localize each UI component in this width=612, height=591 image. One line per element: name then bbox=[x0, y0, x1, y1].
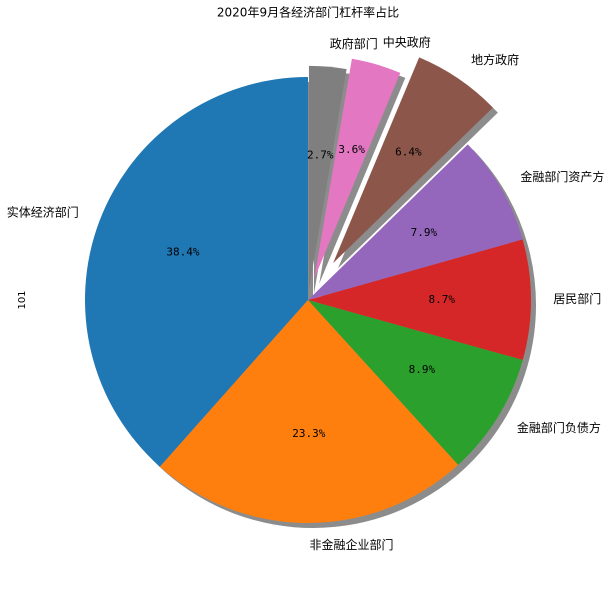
percent-label: 38.4% bbox=[166, 245, 199, 258]
y-axis-label: 101 bbox=[17, 290, 28, 309]
slice-label: 实体经济部门 bbox=[7, 204, 79, 219]
wedge bbox=[308, 65, 347, 289]
wedge bbox=[308, 300, 523, 465]
percent-label: 8.7% bbox=[429, 293, 456, 306]
wedge bbox=[308, 144, 523, 300]
percent-label: 23.3% bbox=[292, 427, 325, 440]
percent-label: 8.9% bbox=[409, 363, 436, 376]
slice-label: 金融部门负债方 bbox=[517, 420, 601, 435]
wedge bbox=[85, 77, 309, 467]
slice-label: 地方政府 bbox=[471, 52, 519, 67]
slice-label: 政府部门 bbox=[330, 36, 378, 51]
wedge bbox=[333, 57, 493, 264]
percent-label: 2.7% bbox=[307, 149, 334, 162]
percent-label: 3.6% bbox=[338, 143, 365, 156]
wedge bbox=[159, 300, 459, 524]
chart-title: 2020年9月各经济部门杠杆率占比 bbox=[217, 5, 399, 20]
percent-label: 6.4% bbox=[395, 146, 422, 159]
slice-label: 居民部门 bbox=[553, 291, 601, 306]
percent-label: 7.9% bbox=[411, 226, 438, 239]
slice-label: 中央政府 bbox=[383, 35, 431, 50]
wedge-shadow bbox=[319, 63, 406, 284]
slice-label: 金融部门资产方 bbox=[520, 169, 604, 184]
wedge bbox=[314, 58, 401, 279]
wedge bbox=[308, 239, 531, 360]
slice-label: 非金融企业部门 bbox=[310, 537, 394, 552]
